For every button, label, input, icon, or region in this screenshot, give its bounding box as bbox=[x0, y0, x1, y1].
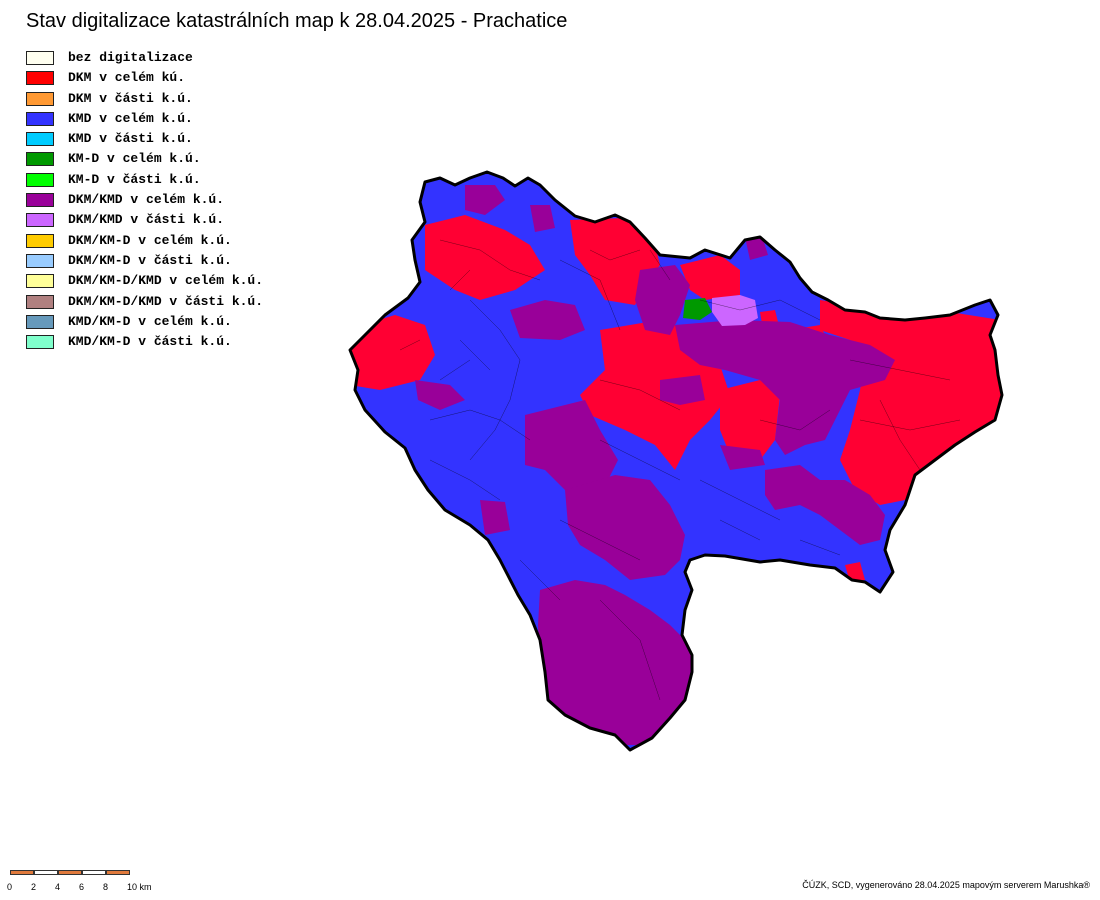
legend-swatch bbox=[26, 111, 54, 126]
legend-swatch bbox=[26, 274, 54, 289]
legend-label: KMD v části k.ú. bbox=[68, 131, 193, 147]
legend-label: DKM v celém kú. bbox=[68, 70, 186, 86]
legend-swatch bbox=[26, 172, 54, 187]
map-title: Stav digitalizace katastrálních map k 28… bbox=[26, 10, 568, 32]
scale-label: 4 bbox=[55, 882, 61, 892]
scale-segment bbox=[106, 870, 130, 875]
scale-label: 6 bbox=[79, 882, 85, 892]
legend-label: KM-D v části k.ú. bbox=[68, 171, 201, 187]
legend-swatch bbox=[26, 193, 54, 208]
legend-swatch bbox=[26, 132, 54, 147]
legend-label: DKM/KM-D/KMD v celém k.ú. bbox=[68, 273, 264, 289]
legend-label: DKM/KMD v celém k.ú. bbox=[68, 192, 225, 208]
legend-label: DKM/KM-D v celém k.ú. bbox=[68, 232, 232, 248]
legend-label: DKM/KM-D v části k.ú. bbox=[68, 252, 232, 268]
scale-segment bbox=[82, 870, 106, 875]
credit-text: ČÚZK, SCD, vygenerováno 28.04.2025 mapov… bbox=[802, 880, 1090, 890]
legend-swatch bbox=[26, 335, 54, 350]
legend-label: DKM v části k.ú. bbox=[68, 90, 193, 106]
legend-label: KMD v celém k.ú. bbox=[68, 110, 193, 126]
legend-swatch bbox=[26, 152, 54, 167]
scale-label: 8 bbox=[103, 882, 109, 892]
legend-label: DKM/KMD v části k.ú. bbox=[68, 212, 225, 228]
legend-swatch bbox=[26, 314, 54, 329]
scale-segment bbox=[58, 870, 82, 875]
scale-label: 0 bbox=[7, 882, 13, 892]
legend-label: bez digitalizace bbox=[68, 50, 193, 65]
scale-segment bbox=[34, 870, 58, 875]
legend-label: KMD/KM-D v části k.ú. bbox=[68, 334, 232, 350]
legend-label: KMD/KM-D v celém k.ú. bbox=[68, 313, 232, 329]
legend-swatch bbox=[26, 91, 54, 106]
scale-label: 10 km bbox=[127, 882, 152, 892]
legend-swatch bbox=[26, 294, 54, 309]
legend-label: KM-D v celém k.ú. bbox=[68, 151, 201, 167]
legend-swatch bbox=[26, 233, 54, 248]
legend-label: DKM/KM-D/KMD v části k.ú. bbox=[68, 293, 264, 309]
legend-swatch bbox=[26, 71, 54, 86]
legend-swatch bbox=[26, 213, 54, 228]
legend-swatch bbox=[26, 51, 54, 65]
scale-label: 2 bbox=[31, 882, 37, 892]
scale-segment bbox=[10, 870, 34, 875]
legend-swatch bbox=[26, 253, 54, 268]
